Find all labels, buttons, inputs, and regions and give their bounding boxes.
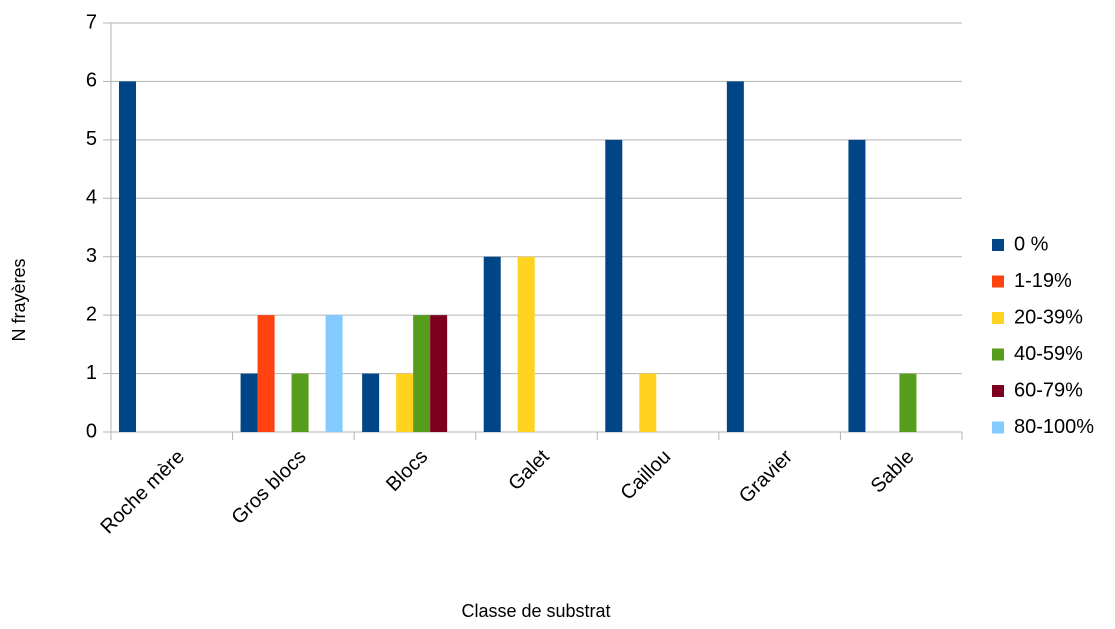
legend-swatch bbox=[992, 421, 1004, 434]
x-tick-label: Caillou bbox=[617, 446, 676, 505]
bar bbox=[430, 315, 448, 432]
legend-swatch bbox=[992, 239, 1004, 251]
bar bbox=[726, 81, 744, 432]
legend-swatch bbox=[992, 385, 1004, 397]
x-tick-label: Gravier bbox=[735, 445, 797, 507]
y-tick-label: 2 bbox=[86, 303, 97, 325]
bar bbox=[362, 373, 380, 432]
bar bbox=[257, 315, 275, 432]
bar bbox=[240, 373, 258, 432]
y-tick-label: 7 bbox=[86, 11, 97, 33]
legend-label: 1-19% bbox=[1014, 270, 1072, 292]
bar bbox=[396, 373, 414, 432]
legend-label: 0 % bbox=[1014, 233, 1049, 255]
legend-label: 80-100% bbox=[1014, 416, 1094, 438]
bar bbox=[483, 256, 501, 432]
x-tick-label: Roche mère bbox=[96, 446, 189, 539]
legend-swatch bbox=[992, 348, 1004, 361]
legend-label: 40-59% bbox=[1014, 343, 1083, 365]
bar bbox=[413, 315, 431, 432]
bar bbox=[119, 81, 136, 432]
x-tick-label: Blocs bbox=[382, 446, 432, 496]
x-axis-title: Classe de substrat bbox=[461, 601, 610, 621]
bar bbox=[325, 315, 343, 432]
y-tick-label: 0 bbox=[86, 420, 97, 442]
legend-swatch bbox=[992, 275, 1004, 288]
x-tick-label: Galet bbox=[504, 445, 554, 495]
y-tick-label: 6 bbox=[86, 70, 97, 92]
legend-swatch bbox=[992, 312, 1004, 324]
legend-label: 20-39% bbox=[1014, 306, 1083, 328]
y-tick-label: 1 bbox=[86, 362, 97, 384]
y-tick-label: 4 bbox=[86, 187, 97, 209]
bar bbox=[899, 373, 917, 432]
bar bbox=[291, 373, 309, 432]
y-tick-label: 3 bbox=[86, 245, 97, 267]
bar bbox=[639, 373, 657, 432]
bar bbox=[848, 139, 866, 432]
x-tick-label: Sable bbox=[867, 446, 919, 498]
y-axis-title: N frayères bbox=[9, 258, 29, 341]
x-tick-label: Gros blocs bbox=[227, 446, 310, 529]
bar bbox=[517, 256, 535, 432]
y-tick-label: 5 bbox=[86, 128, 97, 150]
legend-label: 60-79% bbox=[1014, 379, 1083, 401]
bar bbox=[605, 139, 623, 432]
